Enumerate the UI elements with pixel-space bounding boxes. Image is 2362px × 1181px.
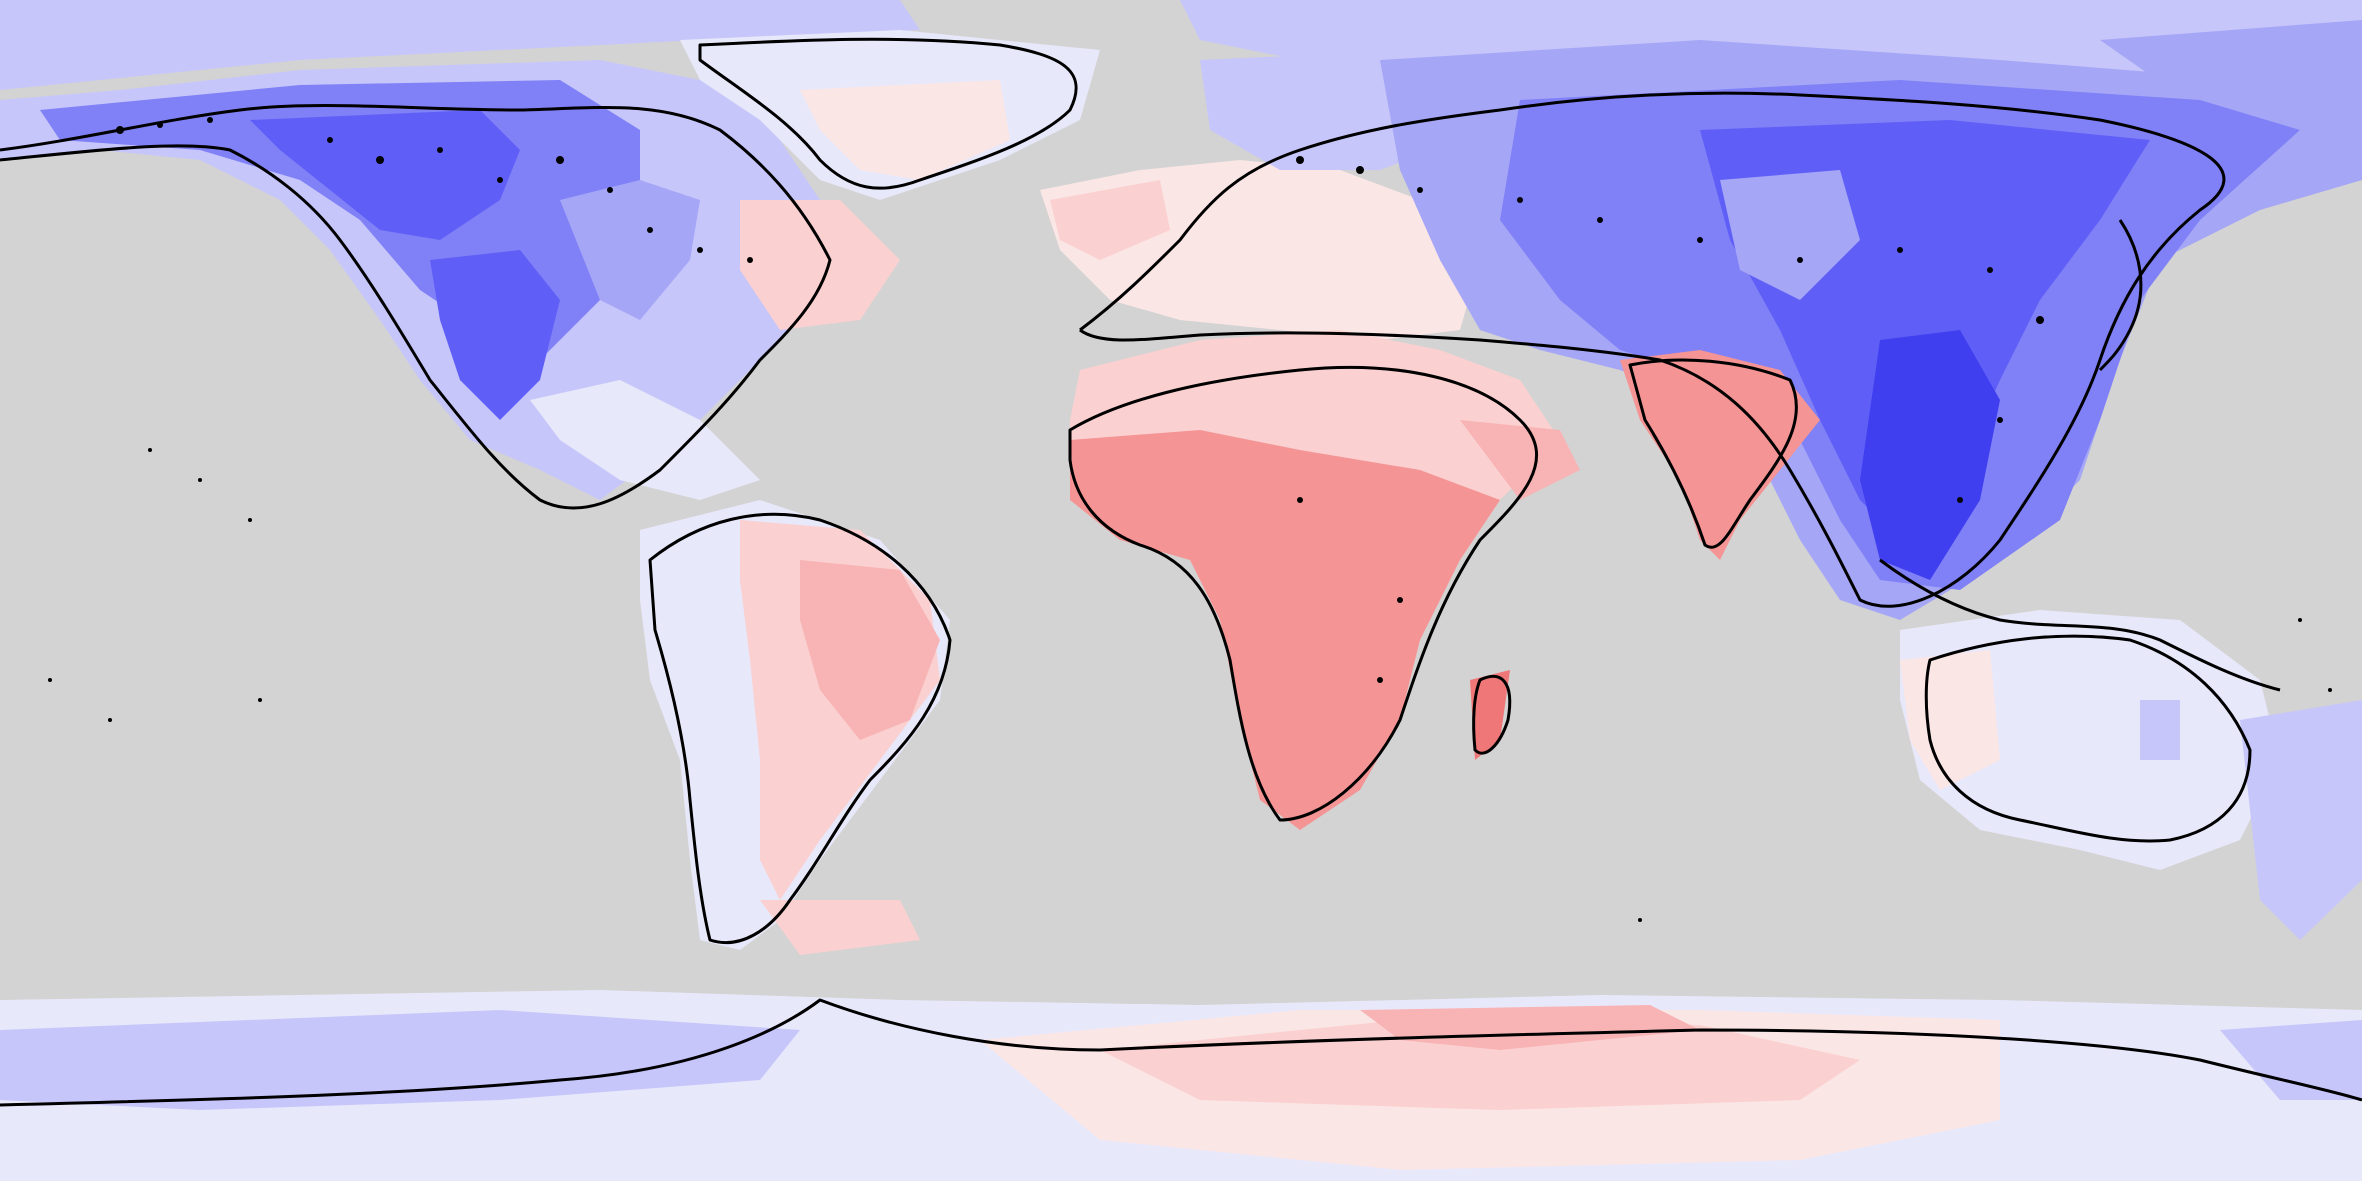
asia-field: [1380, 40, 2362, 620]
coastlines: [0, 37, 2362, 1107]
coast-japan: [2098, 219, 2143, 372]
coast-antarctica: [0, 998, 2362, 1107]
coast-madagascar: [1472, 674, 1512, 755]
india-field: [1620, 350, 1820, 560]
greenland-field: [680, 30, 1100, 200]
australia-field: [1900, 610, 2362, 940]
south-america-field: [640, 500, 950, 955]
coast-southeast-asia: [1879, 558, 2281, 692]
coast-africa: [1068, 365, 1539, 822]
antarctica-field: [0, 990, 2362, 1181]
coast-india: [1628, 358, 1798, 549]
islands-and-lakes: [48, 117, 2332, 922]
north-america-field: [0, 60, 900, 500]
coast-australia: [1924, 634, 2252, 843]
coast-greenland: [698, 37, 1078, 190]
coast-europe-asia: [1079, 91, 2226, 608]
coast-south-america: [648, 512, 952, 945]
coast-north-america: [0, 104, 832, 510]
africa-field: [1070, 330, 1580, 830]
